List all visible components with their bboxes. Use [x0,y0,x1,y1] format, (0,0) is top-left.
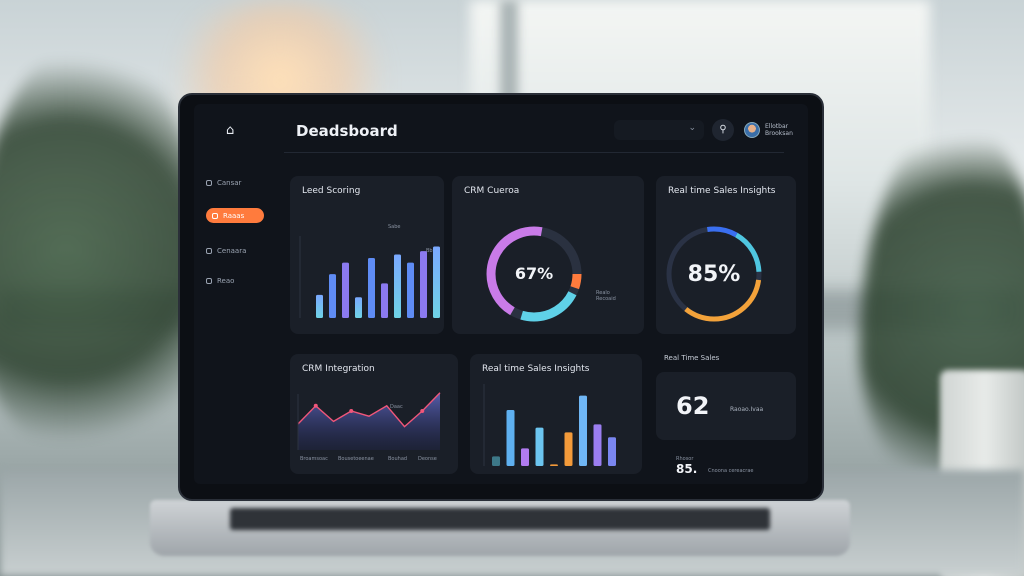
bar [564,432,573,466]
laptop-keyboard [230,508,770,530]
x-tick-label: Deonse [418,456,437,462]
bar [521,448,529,466]
lead-scoring-chart [299,236,440,318]
realtime-bars-card[interactable]: Real time Sales Insights [470,354,642,474]
data-point [420,409,425,413]
card-title: CRM Cueroa [464,186,520,196]
donut-segment-purple [486,226,582,322]
card-title: Real time Sales Insights [482,364,590,374]
bar [394,254,401,318]
card-title: CRM Integration [302,364,375,374]
crm-donut-card[interactable]: CRM Cueroa 67% Realo Recoaid [452,176,644,334]
donut-legend-item: Realo [596,290,610,296]
donut-value: 67% [514,264,554,283]
header-divider [284,152,784,153]
sales-value: 62 [676,392,710,420]
bar [342,262,349,318]
notification-icon[interactable]: ⚲ [712,119,734,141]
home-icon[interactable]: ⌂ [226,123,235,138]
bar [550,464,558,466]
lead-scoring-card[interactable]: Leed Scoring Sabe Bbx [290,176,444,334]
realtime-bars-chart [483,384,616,466]
donut-legend-item: Recoaid [596,296,616,302]
sidebar-item-2[interactable]: Cenaara [206,244,264,258]
sidebar: ⌂ Cansar Raaas Cenaara Reao [194,104,274,484]
bar [506,410,515,466]
crm-integration-chart [297,392,441,450]
chevron-down-icon: ⌄ [688,123,696,133]
donut-segment-orange [486,226,582,322]
sidebar-item-1[interactable]: Raaas [206,208,264,223]
x-tick-label: Bousetoeenae [338,456,374,462]
sidebar-item-icon [206,278,212,284]
x-tick-label: Bouhad [388,456,408,462]
donut-segment-cyan [486,226,582,322]
bar [433,246,440,318]
crm-integration-card[interactable]: CRM Integration Daac Broamsoac Bousetoee… [290,354,458,474]
bar [492,456,500,466]
donut-segment-blue [666,226,762,322]
user-info: Ellotbar Brooksan [765,123,793,137]
bar [593,424,602,466]
bar [420,251,427,318]
area-fill [298,392,440,450]
realtime-insights-card[interactable]: Real time Sales Insights 85% [656,176,796,334]
realtime-sales-header: Real Time Sales [656,354,796,372]
sidebar-item-label: Reao [217,277,235,285]
bar [407,262,414,318]
bar [579,395,587,466]
bar [381,283,388,318]
crm-donut-chart [486,226,582,322]
avatar[interactable] [744,122,760,138]
chart-annotation: Bbx [426,248,436,254]
donut-segment-orange [666,226,762,322]
chart-annotation: Daac [390,404,403,410]
donut-value: 85% [687,262,741,287]
bar [316,294,323,318]
bar [355,297,362,318]
sidebar-item-label: Cenaara [217,247,247,255]
sales-value-label: Raoao.Ivaa [730,406,764,413]
bar [535,427,544,466]
sales-sub-label: Rhosor [676,456,694,462]
sidebar-item-icon [206,248,212,254]
sidebar-item-0[interactable]: Cansar [206,176,264,190]
card-title: Real Time Sales [664,354,720,362]
chart-annotation: Sabe [388,224,401,230]
card-title: Real time Sales Insights [668,186,776,196]
sales-sub-value: 85. [676,462,698,476]
data-point [313,403,318,408]
realtime-insights-donut [666,226,762,322]
realtime-sales-card[interactable]: 62 Raoao.Ivaa [656,372,796,440]
user-role: Brooksan [765,130,793,137]
search-input[interactable]: ⌄ [614,120,704,140]
data-point [349,409,354,413]
x-tick-label: Broamsoac [300,456,328,462]
sidebar-item-icon [206,180,212,186]
dashboard-screen: ⌂ Cansar Raaas Cenaara Reao Deadsboard ⌄… [194,104,808,484]
card-title: Leed Scoring [302,186,361,196]
user-name: Ellotbar [765,123,789,130]
page-title: Deadsboard [296,122,398,140]
series-line [297,392,441,428]
bar [368,258,375,318]
sales-sub-caption: Cnoona cereacrae [708,468,754,474]
sidebar-item-label: Cansar [217,179,242,187]
sidebar-item-label: Raaas [223,211,245,220]
sidebar-item-3[interactable]: Reao [206,274,264,288]
bar [608,437,616,466]
sidebar-item-icon [212,212,218,219]
bar [329,274,336,318]
